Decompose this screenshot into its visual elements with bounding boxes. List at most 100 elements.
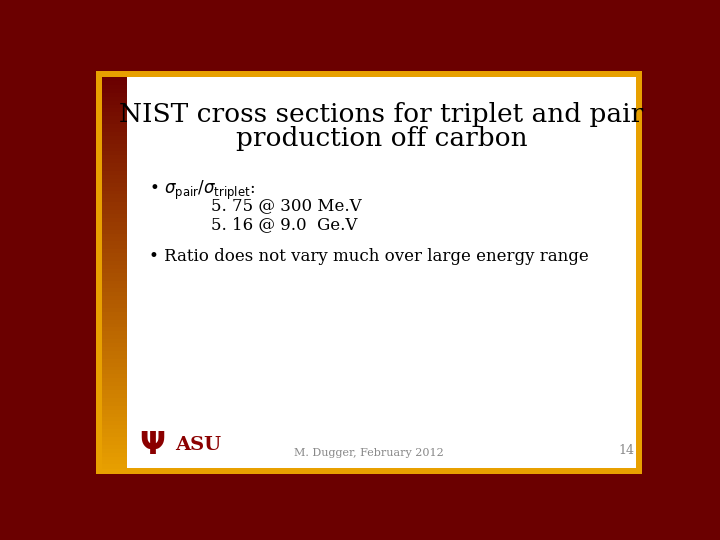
Bar [102,124,127,129]
Bar [102,85,127,90]
Bar [102,417,127,422]
Bar [102,327,127,332]
Bar [102,332,127,336]
Bar [102,97,127,102]
Bar [102,316,127,320]
Bar [102,406,127,410]
Bar [102,445,127,449]
Text: 14: 14 [618,444,634,457]
Bar [102,191,127,195]
Bar [102,222,127,227]
Bar [102,347,127,352]
Bar [102,175,127,180]
Bar [102,374,127,379]
Bar [102,449,127,454]
Bar [102,171,127,176]
Text: production off carbon: production off carbon [235,126,527,151]
Bar [102,433,127,438]
Bar [102,100,127,105]
Bar [102,343,127,348]
Bar [102,167,127,172]
Bar [102,81,127,86]
Bar [102,151,127,156]
Bar [102,116,127,121]
Bar [102,245,127,250]
Bar [102,238,127,242]
Bar [102,206,127,211]
Bar [102,402,127,407]
Bar [102,93,127,97]
Bar [102,140,127,144]
Bar [102,351,127,356]
Bar [102,253,127,258]
Bar [102,202,127,207]
Bar [102,390,127,395]
Text: Ψ: Ψ [139,431,165,460]
Bar [102,441,127,446]
Bar [102,144,127,149]
Bar [102,183,127,187]
Bar [102,226,127,231]
Bar [102,265,127,269]
Bar [102,120,127,125]
Bar [102,273,127,278]
Bar [102,426,127,430]
Bar [102,320,127,325]
Text: 5. 75 @ 300 Me.V: 5. 75 @ 300 Me.V [211,197,361,214]
Bar [102,410,127,414]
Bar [102,461,127,465]
Bar [102,257,127,262]
Text: NIST cross sections for triplet and pair: NIST cross sections for triplet and pair [120,102,644,127]
Bar [102,241,127,246]
Bar [102,288,127,293]
Bar [102,159,127,164]
Bar [102,198,127,203]
Bar [102,323,127,328]
Bar [102,194,127,199]
Bar [102,77,127,82]
Bar [102,363,127,367]
Bar [102,386,127,391]
Bar [102,230,127,234]
Bar [102,304,127,309]
Bar [102,429,127,434]
Bar [102,280,127,285]
Bar [102,453,127,457]
Bar [102,285,127,289]
Text: M. Dugger, February 2012: M. Dugger, February 2012 [294,448,444,457]
Bar [102,437,127,442]
Bar [102,269,127,273]
Bar [102,132,127,137]
Bar [102,355,127,360]
Bar [102,335,127,340]
Bar [102,156,127,160]
Bar [127,431,636,468]
Bar [102,464,127,469]
Bar [102,382,127,387]
Bar [102,109,127,113]
Bar [102,456,127,461]
Bar [102,421,127,426]
Bar [102,339,127,344]
Bar [102,300,127,305]
Bar [102,234,127,238]
Bar [102,147,127,152]
Bar [102,308,127,313]
Bar [102,296,127,301]
Bar [102,379,127,383]
Bar [102,398,127,402]
Bar [102,163,127,168]
Bar [102,218,127,222]
Bar [102,187,127,191]
Bar [102,359,127,363]
Bar [102,292,127,297]
Bar [102,367,127,372]
Bar [102,105,127,109]
Bar [102,312,127,316]
Bar [102,214,127,219]
Bar [102,276,127,281]
Bar [102,179,127,184]
Bar [102,414,127,418]
Bar [102,261,127,266]
Bar [102,128,127,133]
